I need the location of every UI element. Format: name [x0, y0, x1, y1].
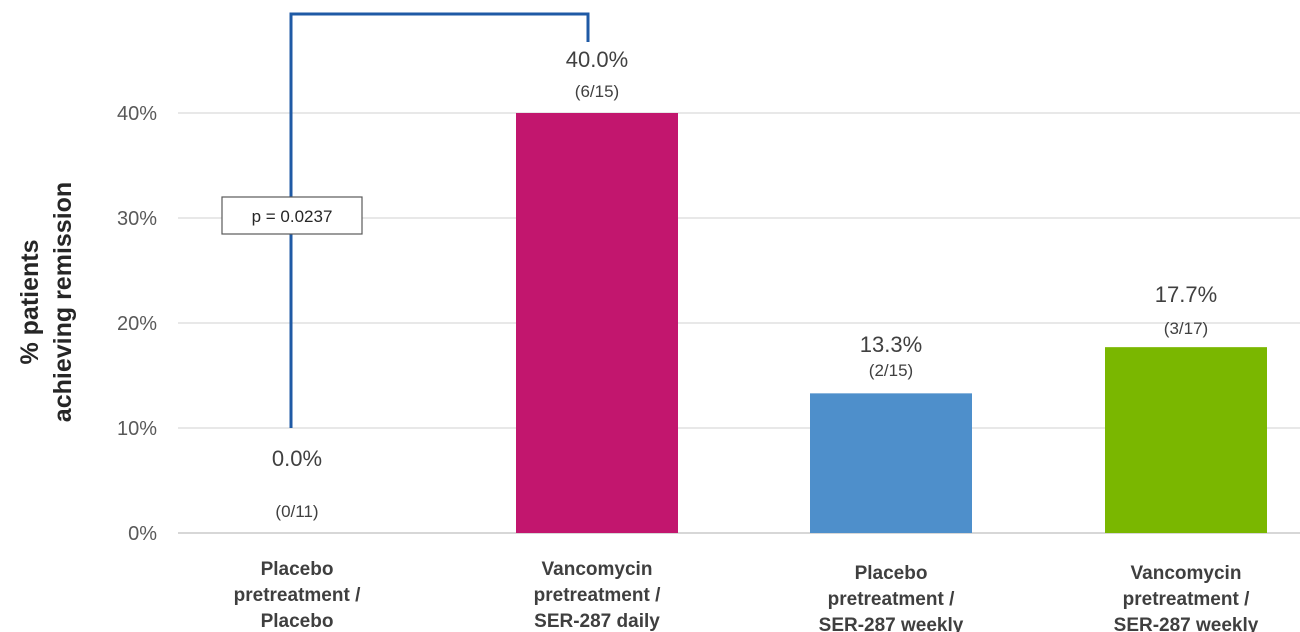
x-category-label: Placebo [855, 563, 928, 584]
data-label-value: 17.7% [1155, 282, 1217, 307]
x-category-label: pretreatment / [234, 585, 361, 606]
x-category-label: pretreatment / [828, 589, 955, 610]
y-tick-label: 30% [117, 208, 157, 230]
x-category-label: SER-287 weekly [1114, 615, 1259, 632]
bar [1105, 347, 1267, 533]
y-axis-label-line: % patients [16, 239, 44, 364]
y-tick-label: 0% [128, 523, 157, 545]
data-label-count: (0/11) [275, 502, 318, 521]
y-axis-label: % patients achieving remission [16, 182, 77, 422]
y-tick-label: 20% [117, 313, 157, 335]
x-category-label: pretreatment / [534, 585, 661, 606]
x-category-label: pretreatment / [1123, 589, 1250, 610]
data-label-value: 13.3% [860, 332, 922, 357]
x-category-label: SER-287 weekly [819, 615, 964, 632]
x-category-label: Placebo [261, 611, 334, 632]
y-axis-label-line: achieving remission [49, 182, 77, 422]
y-tick-label: 10% [117, 418, 157, 440]
data-label-value: 40.0% [566, 47, 628, 72]
bar [810, 393, 972, 533]
data-label-count: (6/15) [575, 82, 619, 101]
p-value-box [221, 196, 363, 235]
x-category-label: Vancomycin [542, 559, 653, 580]
y-tick-label: 40% [117, 103, 157, 125]
bar [516, 113, 678, 533]
x-category-label: SER-287 daily [534, 611, 660, 632]
p-value-label: p = 0.0237 [252, 207, 333, 226]
x-category-label: Placebo [261, 559, 334, 580]
data-label-value: 0.0% [272, 446, 322, 471]
data-label-count: (3/17) [1164, 319, 1208, 338]
data-label-count: (2/15) [869, 361, 913, 380]
x-category-label: Vancomycin [1131, 563, 1242, 584]
